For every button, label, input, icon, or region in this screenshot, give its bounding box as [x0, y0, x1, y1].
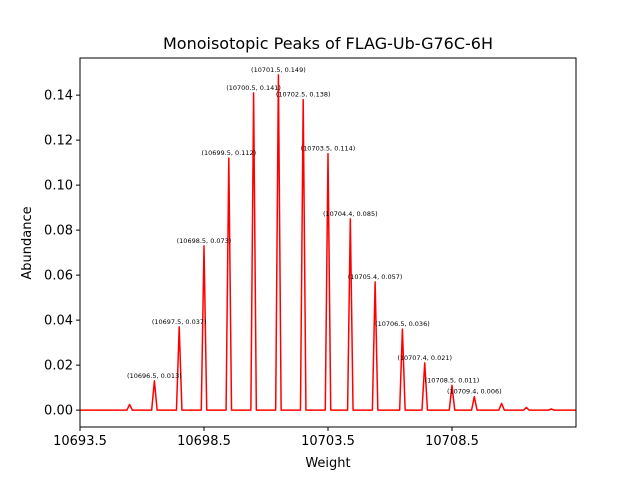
chart-title: Monoisotopic Peaks of FLAG-Ub-G76C-6H	[163, 34, 493, 53]
y-tick-label: 0.10	[44, 179, 73, 194]
peak-label: (10701.5, 0.149)	[251, 66, 306, 74]
y-tick-label: 0.02	[44, 359, 73, 374]
peak-label: (10706.5, 0.036)	[375, 320, 430, 328]
peak-label: (10700.5, 0.141)	[226, 84, 281, 92]
y-tick-label: 0.00	[44, 404, 73, 419]
y-axis: 0.00 0.02 0.04 0.06 0.08 0.10 0.12 0.14	[44, 89, 80, 419]
x-axis-label: Weight	[305, 456, 350, 471]
peak-label: (10703.5, 0.114)	[301, 145, 356, 153]
peak-label: (10696.5, 0.013)	[127, 372, 182, 380]
peak-label: (10709.4, 0.006)	[447, 388, 502, 396]
y-tick-label: 0.08	[44, 224, 73, 239]
peak-annotations: (10696.5, 0.013) (10697.5, 0.037) (10698.5…	[127, 66, 502, 396]
peak-label: (10704.4, 0.085)	[323, 210, 378, 218]
y-tick-label: 0.04	[44, 314, 73, 329]
peak-label: (10697.5, 0.037)	[152, 318, 207, 326]
x-tick-label: 10693.5	[53, 434, 107, 449]
series-line	[80, 74, 576, 411]
x-axis: 10693.5 10698.5 10703.5 10708.5	[53, 427, 479, 449]
peak-label: (10707.4, 0.021)	[397, 354, 452, 362]
peak-label: (10698.5, 0.073)	[177, 237, 232, 245]
peak-label: (10708.5, 0.011)	[425, 376, 480, 384]
peak-label: (10699.5, 0.112)	[201, 149, 256, 157]
y-axis-label: Abundance	[20, 206, 35, 279]
x-tick-label: 10698.5	[177, 434, 231, 449]
peak-label: (10705.4, 0.057)	[348, 273, 403, 281]
x-tick-label: 10703.5	[301, 434, 355, 449]
y-tick-label: 0.06	[44, 269, 73, 284]
x-tick-label: 10708.5	[425, 434, 479, 449]
chart-marks	[80, 74, 576, 411]
plot-area: (10696.5, 0.013) (10697.5, 0.037) (10698.5…	[79, 57, 577, 428]
y-tick-label: 0.12	[44, 134, 73, 149]
y-tick-label: 0.14	[44, 89, 73, 104]
peak-label: (10702.5, 0.138)	[276, 91, 331, 99]
